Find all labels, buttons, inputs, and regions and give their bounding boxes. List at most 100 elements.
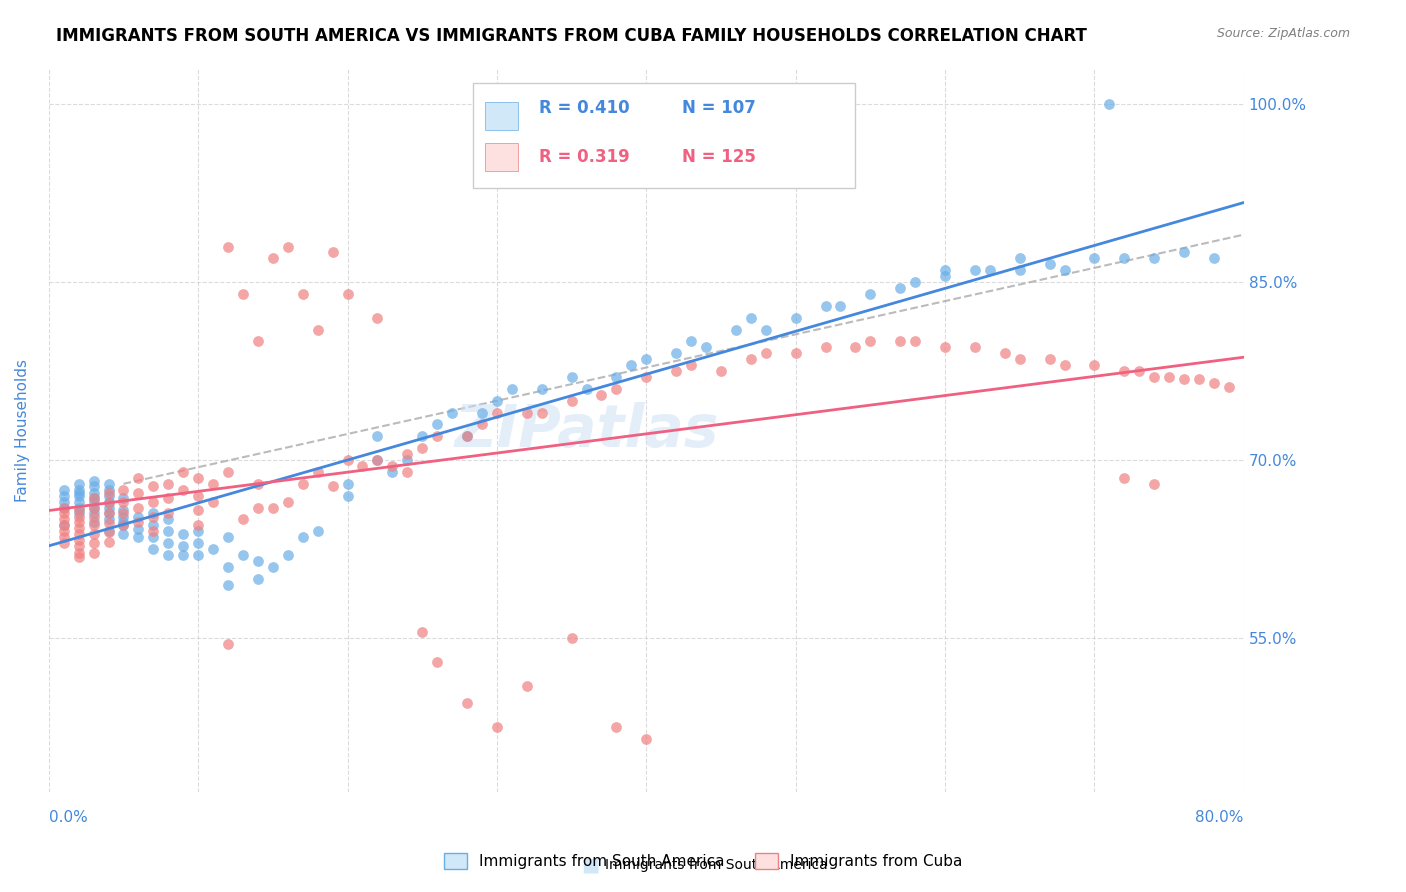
Point (336, 489, 359, 503)
Point (859, 334, 882, 349)
Point (142, 494, 165, 508)
Point (142, 479, 165, 493)
Point (605, 370, 627, 384)
Point (232, 548, 254, 562)
Point (112, 483, 135, 497)
Point (83, 515, 105, 529)
Point (575, 382, 598, 396)
Point (83, 518, 105, 533)
Point (172, 539, 194, 553)
Text: IMMIGRANTS FROM SOUTH AMERICA VS IMMIGRANTS FROM CUBA FAMILY HOUSEHOLDS CORRELAT: IMMIGRANTS FROM SOUTH AMERICA VS IMMIGRA… (56, 27, 1087, 45)
Point (710, 364, 733, 378)
Point (381, 458, 404, 473)
Point (67, 500, 90, 515)
Point (561, 631, 583, 645)
Point (859, 287, 882, 301)
Point (530, 406, 553, 420)
Point (52, 483, 75, 497)
Point (97, 525, 120, 540)
Point (471, 406, 494, 420)
Point (246, 334, 269, 349)
Point (172, 548, 194, 562)
Point (97, 524, 120, 539)
Point (157, 536, 180, 550)
Point (97, 486, 120, 500)
Point (52, 500, 75, 515)
Point (97, 500, 120, 515)
Point (67, 503, 90, 517)
Point (187, 518, 209, 533)
Point (83, 507, 105, 521)
Point (501, 382, 523, 396)
Point (1202, 252, 1225, 266)
Point (456, 429, 478, 443)
Point (142, 524, 165, 539)
Point (1143, 476, 1166, 491)
Point (127, 486, 149, 500)
Point (97, 507, 120, 521)
Point (97, 476, 120, 491)
Point (277, 494, 299, 508)
Point (67, 483, 90, 497)
Point (426, 655, 449, 669)
Point (52, 518, 75, 533)
Point (157, 507, 180, 521)
Point (52, 500, 75, 515)
Point (755, 322, 778, 336)
Point (381, 465, 404, 479)
Point (1039, 257, 1062, 271)
Point (307, 322, 329, 336)
Point (217, 637, 239, 651)
Point (97, 512, 120, 526)
FancyBboxPatch shape (485, 102, 519, 130)
Point (67, 515, 90, 529)
Point (636, 370, 658, 384)
Point (1098, 97, 1121, 112)
Text: R = 0.319: R = 0.319 (538, 148, 630, 166)
Text: Immigrants from South America: Immigrants from South America (605, 858, 827, 872)
Point (67, 539, 90, 553)
Point (127, 522, 149, 536)
Point (1128, 364, 1150, 378)
Point (963, 263, 986, 277)
Point (530, 382, 553, 396)
Point (217, 530, 239, 544)
Point (202, 476, 225, 491)
Point (830, 299, 852, 313)
Point (187, 489, 209, 503)
Point (396, 447, 419, 461)
Point (52, 530, 75, 544)
Point (67, 507, 90, 521)
Point (471, 417, 494, 432)
Point (740, 310, 762, 325)
Point (844, 340, 866, 354)
Point (83, 491, 105, 505)
Point (1083, 358, 1105, 372)
Point (681, 358, 703, 372)
Point (67, 476, 90, 491)
Point (67, 489, 90, 503)
Point (336, 287, 359, 301)
Point (740, 352, 762, 367)
Point (1008, 252, 1031, 266)
Point (307, 465, 329, 479)
Point (322, 245, 344, 260)
Text: ZIPatlas: ZIPatlas (454, 402, 718, 458)
Text: N = 125: N = 125 (682, 148, 756, 166)
Point (112, 518, 135, 533)
Text: 80.0%: 80.0% (1195, 810, 1244, 825)
Point (485, 720, 508, 734)
Point (516, 406, 538, 420)
Point (814, 340, 837, 354)
Point (277, 548, 299, 562)
Point (246, 500, 269, 515)
Point (904, 334, 927, 349)
Point (591, 388, 613, 402)
Point (1053, 263, 1076, 277)
Point (411, 429, 433, 443)
Point (322, 479, 344, 493)
Point (456, 696, 478, 710)
Point (1083, 252, 1105, 266)
Point (396, 465, 419, 479)
Point (157, 548, 180, 562)
